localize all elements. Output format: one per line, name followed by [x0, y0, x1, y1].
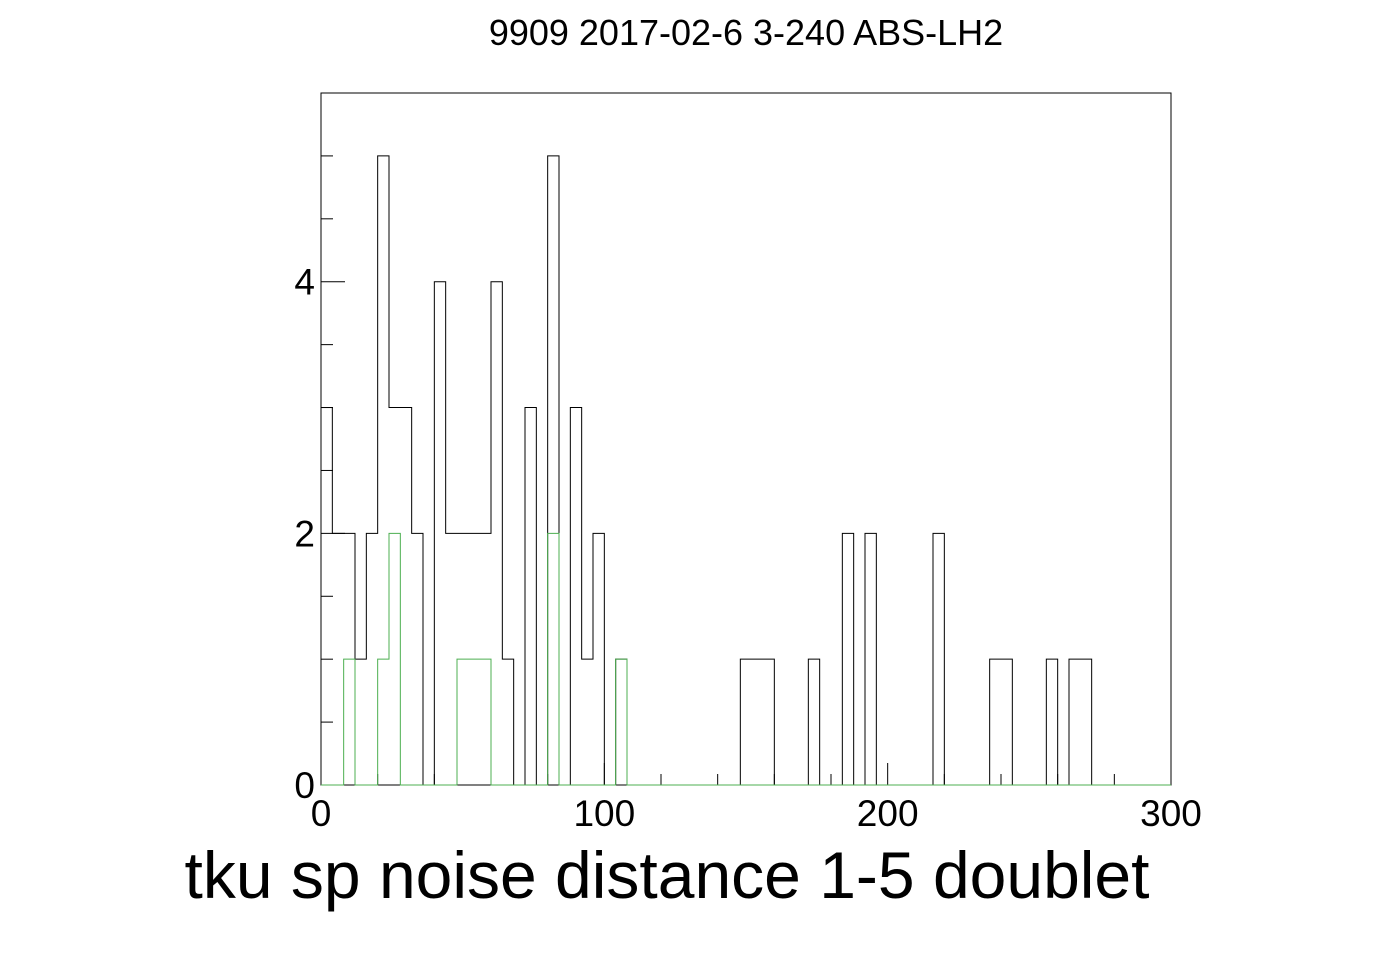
y-tick-label: 0	[294, 765, 315, 806]
y-tick-label: 4	[294, 262, 315, 303]
x-tick-label: 300	[1140, 793, 1202, 834]
histogram-series-1	[320, 155, 1171, 786]
x-axis-label: tku sp noise distance 1-5 doublet	[185, 838, 1150, 912]
y-axis-ticks: 0 2 4	[294, 92, 345, 806]
x-axis-ticks: 0 100 200 300	[311, 763, 1202, 834]
x-tick-label: 100	[573, 793, 635, 834]
chart-title: 9909 2017-02-6 3-240 ABS-LH2	[489, 12, 1003, 53]
x-tick-label: 200	[857, 793, 919, 834]
x-tick-label: 0	[311, 793, 332, 834]
histogram-series-2	[321, 532, 1171, 786]
histogram-series	[320, 155, 1171, 786]
y-tick-label: 2	[294, 513, 315, 554]
plot-frame	[320, 92, 1172, 786]
